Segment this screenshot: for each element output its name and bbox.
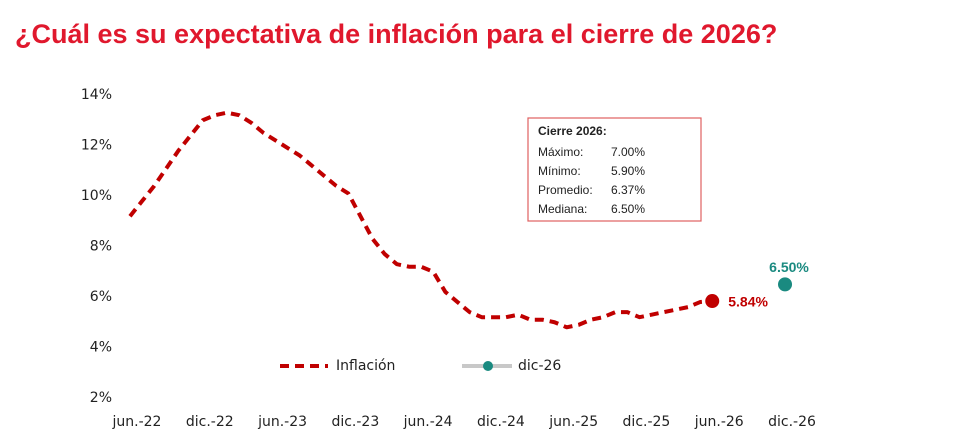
annotation-label: Mediana:	[538, 202, 587, 216]
value-label: 5.84%	[728, 294, 768, 310]
x-tick-label: jun.-25	[548, 414, 598, 430]
value-label: 6.50%	[769, 259, 809, 275]
annotation-label: Máximo:	[538, 145, 583, 159]
x-tick-label: dic.-22	[186, 414, 234, 430]
y-tick-label: 2%	[90, 390, 112, 406]
annotation-label: Promedio:	[538, 183, 593, 197]
point	[705, 294, 720, 309]
x-tick-label: jun.-23	[257, 414, 307, 430]
x-tick-label: jun.-26	[694, 414, 744, 430]
y-tick-label: 10%	[81, 188, 112, 204]
annotation-value: 5.90%	[611, 164, 645, 178]
annotation-box: Cierre 2026: Máximo: 7.00% Mínimo: 5.90%…	[527, 117, 702, 222]
annotation-title: Cierre 2026:	[538, 124, 607, 138]
legend-label: dic-26	[518, 358, 561, 374]
x-tick-label: dic.-23	[331, 414, 379, 430]
y-tick-label: 14%	[81, 87, 112, 103]
chart-title: ¿Cuál es su expectativa de inflación par…	[15, 19, 777, 49]
annotation-value: 6.50%	[611, 202, 645, 216]
legend-label: Inflación	[336, 358, 395, 374]
x-tick-label: dic.-24	[477, 414, 525, 430]
annotation-value: 7.00%	[611, 145, 645, 159]
x-tick-label: dic.-26	[768, 414, 816, 430]
y-tick-label: 6%	[90, 289, 112, 305]
annotation-label: Mínimo:	[538, 164, 581, 178]
y-tick-label: 8%	[90, 239, 112, 255]
y-tick-label: 12%	[81, 138, 112, 154]
x-tick-label: dic.-25	[623, 414, 671, 430]
annotation-value: 6.37%	[611, 183, 645, 197]
y-tick-label: 4%	[90, 340, 112, 356]
point	[778, 277, 793, 292]
legend-marker	[483, 361, 493, 371]
x-tick-label: jun.-22	[112, 414, 162, 430]
annotation-frame	[527, 117, 702, 222]
x-tick-label: jun.-24	[403, 414, 453, 430]
